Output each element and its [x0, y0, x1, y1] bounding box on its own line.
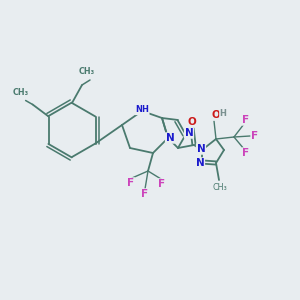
Text: N: N — [196, 144, 206, 154]
Text: N: N — [184, 128, 194, 138]
Text: NH: NH — [135, 106, 149, 115]
Text: F: F — [128, 178, 135, 188]
Text: F: F — [242, 115, 250, 125]
Text: F: F — [141, 189, 148, 199]
Text: F: F — [158, 179, 166, 189]
Text: H: H — [220, 109, 226, 118]
Text: F: F — [251, 131, 259, 141]
Text: O: O — [212, 110, 220, 120]
Text: CH₃: CH₃ — [79, 68, 95, 76]
Text: CH₃: CH₃ — [13, 88, 29, 97]
Text: N: N — [196, 158, 204, 168]
Text: CH₃: CH₃ — [213, 184, 227, 193]
Text: O: O — [188, 117, 196, 127]
Text: F: F — [242, 148, 250, 158]
Text: N: N — [166, 133, 174, 143]
